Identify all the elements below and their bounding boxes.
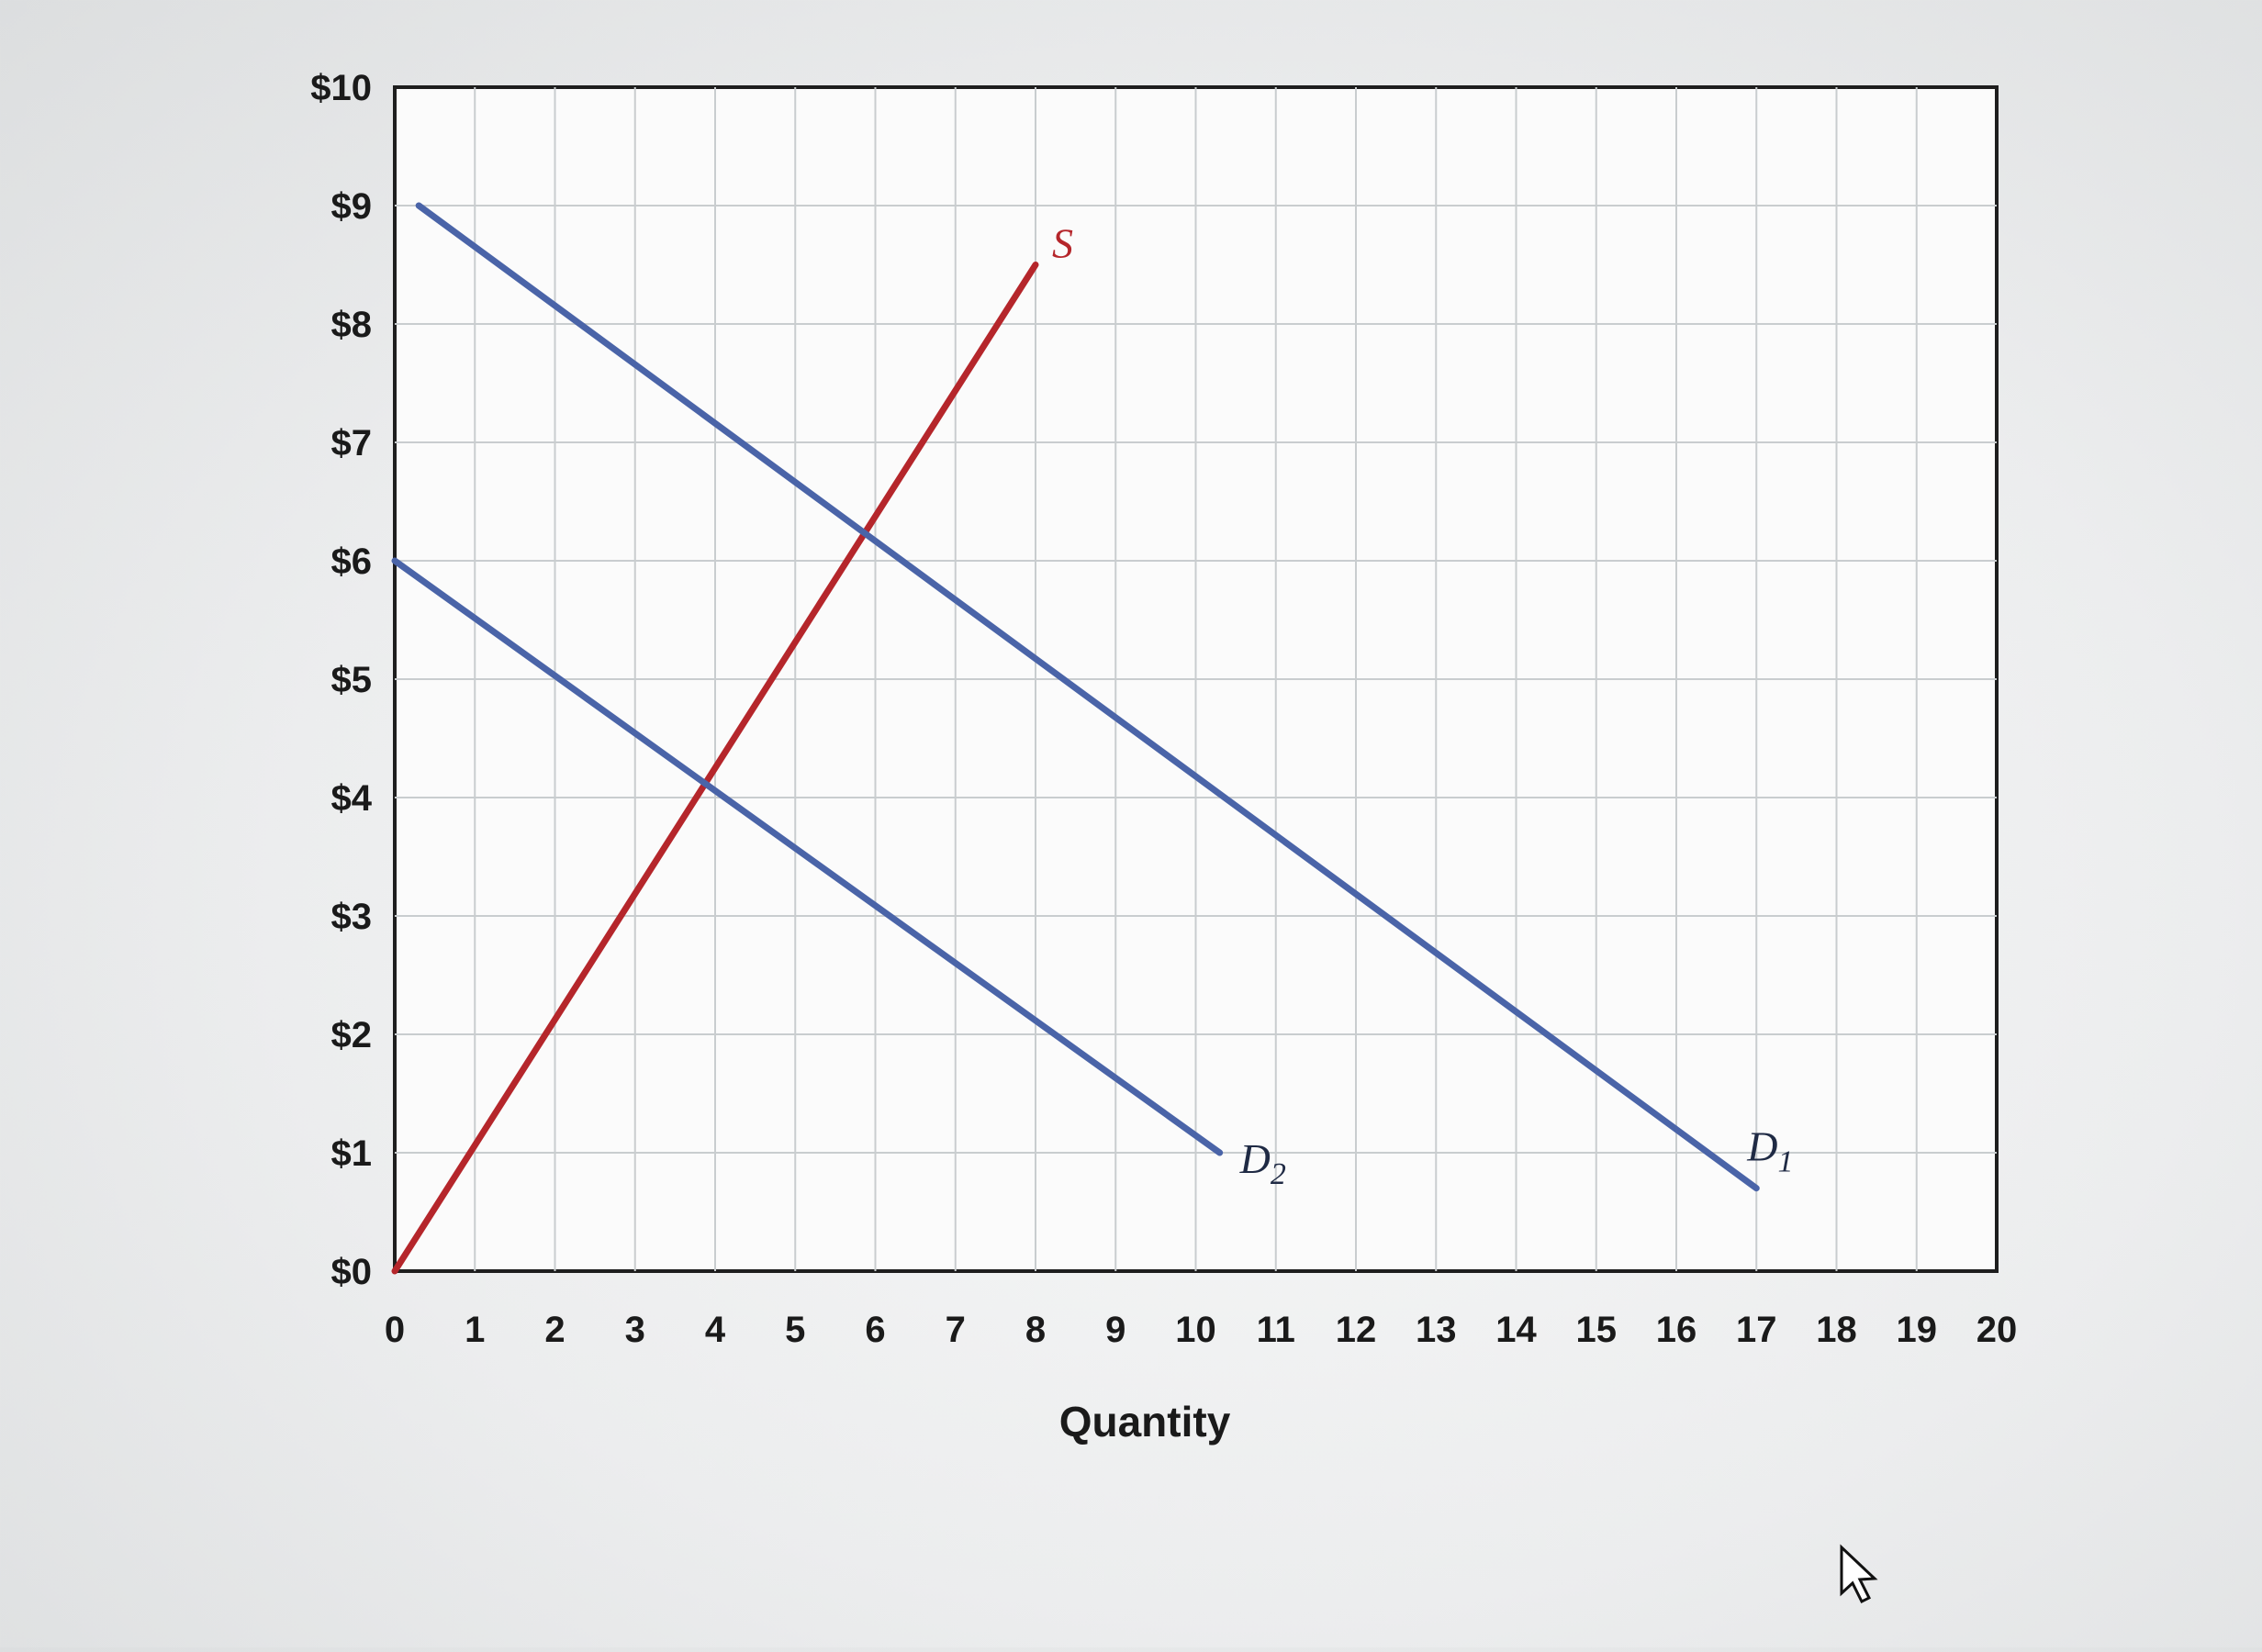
x-tick-label: 17: [1736, 1310, 1777, 1350]
series-line-s: [391, 262, 1039, 1275]
x-tick-label: 8: [1025, 1310, 1046, 1350]
y-tick-label: $3: [331, 897, 373, 937]
y-tick-label: $7: [331, 423, 373, 463]
x-tick-label: 14: [1495, 1310, 1537, 1350]
curve-label-s: S: [1052, 220, 1073, 267]
x-tick-label: 18: [1816, 1310, 1857, 1350]
x-tick-label: 13: [1416, 1310, 1457, 1350]
x-tick-label: 4: [705, 1310, 726, 1350]
y-axis-ticks: $0 $1 $2 $3 $4 $5 $6 $7 $8 $9 $10: [310, 68, 372, 1292]
y-tick-label: $6: [331, 541, 373, 582]
mouse-cursor-icon: [1840, 1544, 1878, 1604]
y-tick-label: $10: [310, 68, 372, 108]
y-tick-label: $9: [331, 186, 373, 227]
x-axis-title: Quantity: [1059, 1398, 1231, 1446]
x-tick-label: 12: [1336, 1310, 1377, 1350]
curve-labels: S D1 D2: [1052, 220, 1793, 1192]
series-lines: [391, 202, 1760, 1275]
y-tick-label: $2: [331, 1015, 373, 1055]
series-line-d2: [391, 557, 1224, 1156]
y-tick-label: $5: [331, 660, 373, 700]
curve-label-d2: D2: [1239, 1135, 1286, 1191]
x-tick-label: 19: [1897, 1310, 1938, 1350]
y-tick-label: $1: [331, 1133, 373, 1174]
x-tick-label: 15: [1576, 1310, 1618, 1350]
curve-label-d1: D1: [1746, 1123, 1793, 1179]
x-tick-label: 20: [1976, 1310, 2018, 1350]
x-tick-label: 9: [1105, 1310, 1125, 1350]
x-axis-ticks: 0 1 2 3 4 5 6 7 8 9 10 11 12 13 14 15 16 17 18 19 20: [385, 1310, 2017, 1350]
x-tick-label: 11: [1257, 1310, 1295, 1350]
y-tick-label: $8: [331, 305, 373, 345]
x-tick-label: 3: [625, 1310, 645, 1350]
x-tick-label: 0: [385, 1310, 405, 1350]
x-tick-label: 1: [465, 1310, 485, 1350]
grid-lines: [395, 87, 1997, 1271]
x-tick-label: 5: [785, 1310, 805, 1350]
y-tick-label: $0: [331, 1252, 373, 1292]
series-line-d1: [415, 202, 1760, 1192]
x-tick-label: 2: [544, 1310, 565, 1350]
x-tick-label: 10: [1175, 1310, 1216, 1350]
x-tick-label: 6: [865, 1310, 885, 1350]
x-tick-label: 16: [1656, 1310, 1697, 1350]
x-tick-label: 7: [946, 1310, 966, 1350]
y-tick-label: $4: [331, 778, 373, 819]
